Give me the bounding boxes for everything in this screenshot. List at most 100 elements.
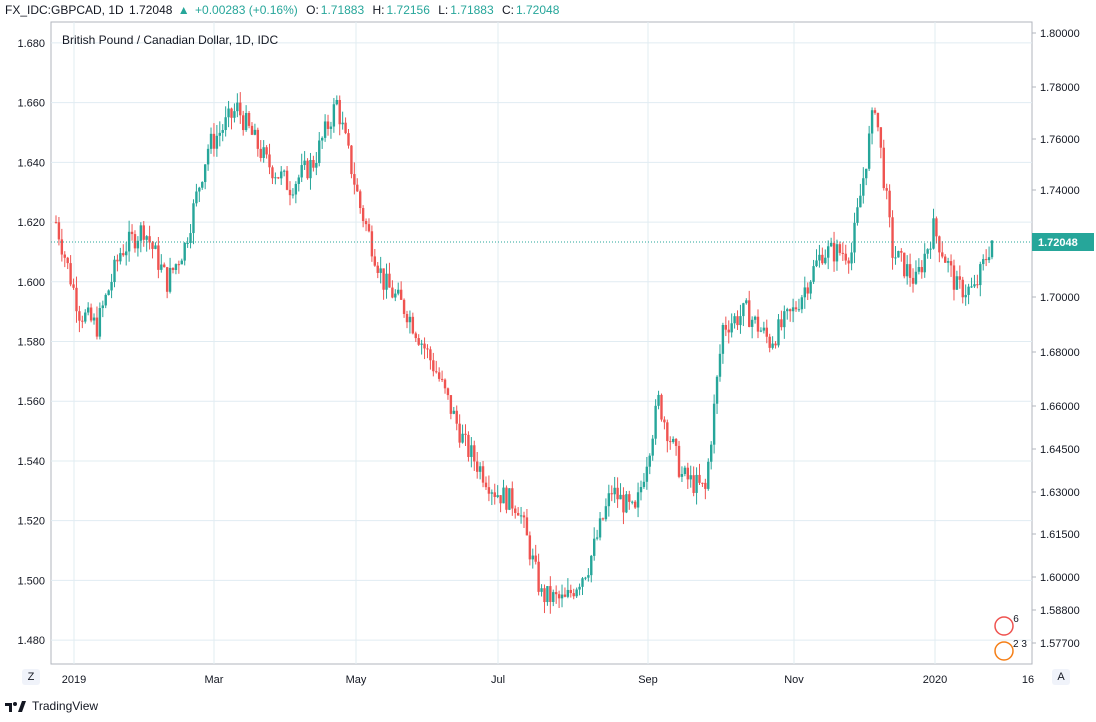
x-tick-label: 16 — [1022, 674, 1034, 686]
candle-body — [423, 343, 426, 349]
candle-body — [660, 394, 663, 420]
candle-body — [259, 148, 262, 158]
candle-body — [84, 312, 87, 322]
candle-body — [119, 253, 122, 262]
candle-body — [221, 130, 224, 133]
candle-body — [774, 343, 777, 346]
candle-body — [584, 577, 587, 579]
candle-body — [721, 324, 725, 354]
candle-body — [587, 575, 590, 578]
candle-body — [832, 242, 836, 262]
uk-flag-icon[interactable] — [994, 616, 1014, 636]
candle-body — [891, 217, 894, 258]
candle-body — [201, 182, 204, 188]
candle-body — [54, 222, 58, 224]
candle-body — [361, 208, 365, 222]
candle-body — [467, 434, 470, 457]
candle-body — [666, 422, 669, 442]
candle-body — [110, 282, 113, 291]
candle-body — [271, 167, 274, 179]
candle-body — [900, 251, 903, 253]
y-tick-label-left: 1.680 — [17, 38, 45, 50]
y-tick-label-left: 1.540 — [17, 456, 45, 468]
candle-body — [338, 99, 341, 125]
candle-body — [514, 508, 517, 513]
candle-body — [982, 259, 985, 265]
candle-body — [174, 264, 178, 270]
candle-body — [122, 253, 125, 256]
candle-body — [344, 122, 347, 134]
y-tick-label-right: 1.66000 — [1040, 401, 1080, 413]
candle-body — [511, 488, 514, 509]
candle-body — [788, 309, 792, 312]
tradingview-brand[interactable]: TradingView — [4, 699, 98, 713]
x-tick-label: Nov — [784, 674, 804, 686]
candle-body — [534, 555, 537, 562]
candle-body — [888, 190, 891, 218]
candle-body — [432, 360, 435, 372]
event-count-label: 6 — [1013, 614, 1019, 625]
candle-body — [824, 257, 827, 264]
symbol-label[interactable]: FX_IDC:GBPCAD, 1D — [5, 3, 124, 17]
candle-body — [987, 257, 991, 261]
candle-body — [911, 277, 915, 284]
candle-body — [926, 249, 929, 254]
candle-body — [870, 110, 874, 134]
candlestick-chart[interactable]: 1.680 1.660 1.640 1.620 1.600 1.580 1.560 1.540… — [0, 0, 1096, 694]
close-value: 1.72048 — [516, 3, 560, 17]
last-price: 1.72048 — [129, 3, 173, 17]
candle-body — [806, 287, 809, 294]
candle-body — [478, 466, 482, 472]
candle-body — [753, 316, 757, 320]
candle-body — [560, 594, 564, 599]
candle-body — [440, 378, 444, 380]
candle-body — [771, 343, 774, 348]
auto-scale-button[interactable]: A — [1052, 669, 1070, 685]
x-tick-label: May — [346, 674, 367, 686]
candle-body — [397, 289, 400, 294]
candle-body — [236, 102, 239, 112]
candle-body — [291, 194, 295, 196]
candle-body — [543, 588, 546, 603]
candle-body — [847, 260, 850, 264]
candle-body — [256, 129, 260, 149]
candle-body — [686, 467, 689, 480]
candle-body — [616, 487, 619, 500]
candle-body — [525, 517, 529, 536]
candle-body — [476, 461, 479, 472]
candle-body — [554, 592, 558, 595]
candle-body — [154, 245, 157, 249]
candle-body — [285, 170, 289, 190]
candle-body — [750, 319, 754, 327]
candle-body — [113, 259, 116, 283]
candle-body — [320, 137, 324, 141]
candle-body — [707, 461, 710, 489]
candle-body — [274, 177, 277, 179]
candle-body — [426, 348, 429, 350]
candle-body — [976, 284, 979, 286]
candle-body — [850, 252, 853, 264]
candle-body — [724, 324, 728, 330]
event-flag-icon[interactable] — [994, 641, 1014, 661]
candle-body — [733, 316, 736, 324]
candle-body — [89, 307, 93, 321]
candle-body — [885, 188, 888, 191]
y-tick-label-right: 1.61500 — [1040, 529, 1080, 541]
candle-body — [768, 336, 771, 348]
candle-body — [315, 163, 318, 168]
candle-body — [979, 264, 982, 286]
candle-body — [642, 481, 646, 488]
candle-body — [227, 108, 230, 118]
candle-body — [654, 405, 657, 439]
candle-body — [964, 294, 967, 298]
candle-body — [862, 178, 865, 196]
candle-body — [949, 261, 953, 266]
zoom-button[interactable]: Z — [22, 669, 40, 685]
candle-body — [247, 113, 251, 126]
candle-body — [367, 224, 371, 232]
y-tick-label-right: 1.64500 — [1040, 444, 1080, 456]
candle-body — [844, 253, 847, 261]
candle-body — [604, 506, 608, 520]
candle-body — [619, 494, 622, 500]
candle-body — [867, 133, 871, 169]
